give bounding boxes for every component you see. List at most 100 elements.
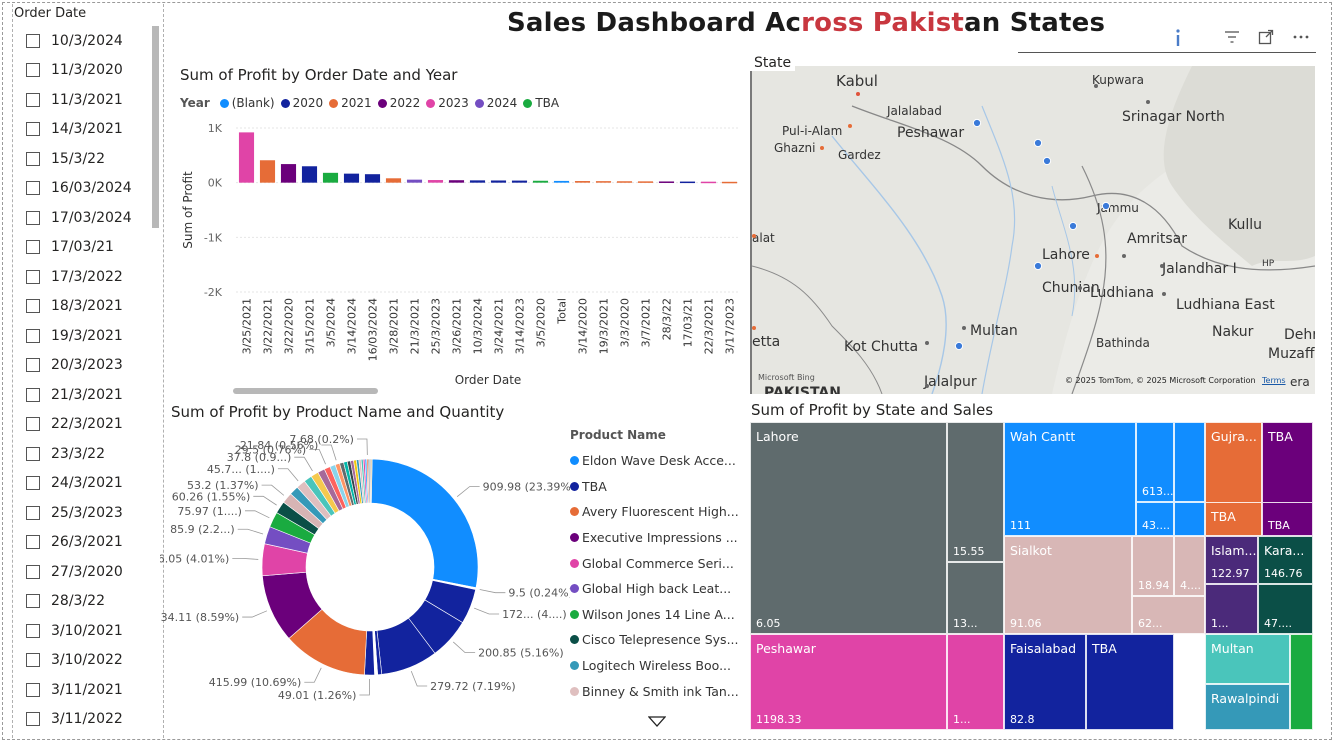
bar[interactable] [280,164,297,183]
bar[interactable] [301,166,318,183]
bar[interactable] [322,172,339,183]
map-marker[interactable] [1095,254,1099,258]
legend-item[interactable]: (Blank) [219,96,275,110]
checkbox[interactable] [26,712,40,727]
treemap-cell[interactable]: Peshawar 1198.33 [750,634,947,730]
legend-item[interactable]: Cisco Telepresence Sys... [570,627,740,653]
checkbox[interactable] [26,299,40,314]
bar[interactable] [385,178,402,183]
checkbox[interactable] [26,210,40,225]
checkbox[interactable] [26,535,40,550]
slicer-item[interactable]: 18/3/2021 [12,292,152,322]
slicer-item[interactable]: 22/3/2021 [12,410,152,440]
map-marker[interactable] [856,92,860,96]
bar[interactable] [511,180,528,183]
slicer-item[interactable]: 11/3/2020 [12,56,152,86]
checkbox[interactable] [26,269,40,284]
focus-mode-icon[interactable] [1258,29,1274,45]
treemap-cell[interactable]: Sialkot 91.06 [1004,536,1132,634]
checkbox[interactable] [26,387,40,402]
map-marker[interactable] [848,124,852,128]
bar[interactable] [553,180,570,183]
map-marker[interactable] [954,341,964,351]
legend-item[interactable]: 2022 [377,96,420,110]
treemap-cell[interactable] [1174,502,1205,536]
treemap-cell[interactable]: Multan [1205,634,1290,684]
treemap-cell[interactable]: 613.... [1136,422,1174,502]
treemap-cell[interactable] [1290,634,1313,730]
legend-item[interactable]: Eldon Wave Desk Acce... [570,448,740,474]
slicer-item[interactable]: 23/3/22 [12,439,152,469]
treemap-cell[interactable]: TBA [1086,634,1174,730]
slicer-item[interactable]: 27/3/2020 [12,557,152,587]
slicer-item[interactable]: 3/10/2021 [12,616,152,646]
slicer-item[interactable]: 28/3/22 [12,587,152,617]
legend-item[interactable]: Global High back Leat... [570,576,740,602]
slicer-item[interactable]: 14/3/2021 [12,115,152,145]
bar[interactable] [469,180,486,183]
slicer-item[interactable]: 25/3/2023 [12,498,152,528]
checkbox[interactable] [26,446,40,461]
checkbox[interactable] [26,328,40,343]
checkbox[interactable] [26,122,40,137]
map-marker[interactable] [752,234,756,238]
map-marker[interactable] [925,341,929,345]
map-marker[interactable] [1033,138,1043,148]
checkbox[interactable] [26,594,40,609]
legend-item[interactable]: Executive Impressions ... [570,525,740,551]
slicer-item[interactable]: 17/3/2022 [12,262,152,292]
checkbox[interactable] [26,653,40,668]
treemap-cell[interactable]: Wah Cantt 111 [1004,422,1136,536]
slicer-item[interactable]: 10/3/2024 [12,26,152,56]
checkbox[interactable] [26,564,40,579]
map-marker[interactable] [1122,254,1126,258]
checkbox[interactable] [26,63,40,78]
bar[interactable] [427,180,444,183]
slicer-item[interactable]: 24/3/2021 [12,469,152,499]
treemap-cell[interactable]: 43.... [1136,502,1174,536]
bar[interactable] [637,181,654,183]
treemap-cell[interactable]: Lahore 6.05 [750,422,947,634]
checkbox[interactable] [26,623,40,638]
checkbox[interactable] [26,682,40,697]
map-marker[interactable] [925,384,929,388]
slicer-item[interactable]: 3/11/2022 [12,705,152,735]
treemap-cell[interactable]: TBA [1262,502,1313,536]
slicer-item[interactable]: 17/03/21 [12,233,152,263]
slicer-item[interactable]: 16/03/2024 [12,174,152,204]
map-marker[interactable] [1033,261,1043,271]
bar[interactable] [574,181,591,183]
bar[interactable] [679,181,696,184]
map-marker[interactable] [972,118,982,128]
bar[interactable] [721,181,738,184]
treemap-cell[interactable]: 1... [1205,584,1258,634]
treemap-cell[interactable] [1174,422,1205,502]
legend-item[interactable]: 2020 [280,96,323,110]
checkbox[interactable] [26,92,40,107]
treemap-cell[interactable]: Rawalpindi [1205,684,1290,730]
checkbox[interactable] [26,476,40,491]
legend-scroll-down-icon[interactable] [648,716,666,728]
map-terms-link[interactable]: Terms [1262,376,1286,385]
checkbox[interactable] [26,417,40,432]
map-marker[interactable] [1068,221,1078,231]
treemap-cell[interactable]: 1... [947,634,1004,730]
legend-item[interactable]: 2021 [329,96,372,110]
treemap-cell[interactable]: 18.94 [1132,536,1174,596]
map-marker[interactable] [1101,201,1111,211]
treemap-cell[interactable]: Kara... 146.76 [1258,536,1313,584]
slicer-item[interactable]: 11/3/2021 [12,85,152,115]
bar[interactable] [448,180,465,183]
map-marker[interactable] [1094,84,1098,88]
treemap-cell[interactable]: 13... [947,562,1004,634]
checkbox[interactable] [26,240,40,255]
checkbox[interactable] [26,151,40,166]
legend-item[interactable]: Logitech Wireless Boo... [570,653,740,679]
state-map[interactable]: Kabul Kupwara Jalalabad Srinagar North P… [750,66,1315,394]
slicer-item[interactable]: 3/11/2021 [12,675,152,705]
slicer-item[interactable]: 17/03/2024 [12,203,152,233]
treemap-cell[interactable]: 4.... [1174,536,1205,596]
legend-item[interactable]: 2024 [474,96,517,110]
bar-chart-scrollbar[interactable] [233,388,378,394]
legend-item[interactable]: Avery Fluorescent High... [570,499,740,525]
